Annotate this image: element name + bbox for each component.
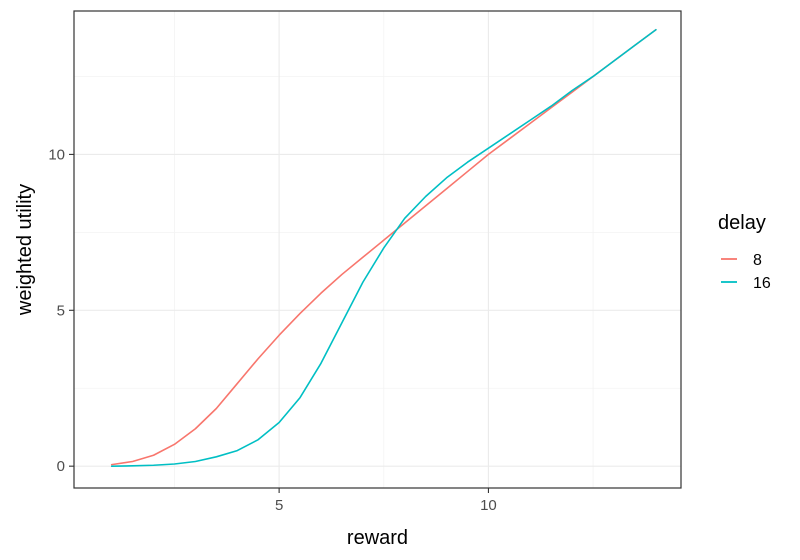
legend-item-delay-8: 8 [721,252,762,269]
y-tick-label: 5 [57,302,65,319]
y-tick-label: 0 [57,458,65,475]
y-tick-label: 10 [48,146,65,163]
legend-title: delay [718,212,766,234]
legend-item-delay-16: 16 [721,275,771,292]
x-axis-title: reward [347,527,408,549]
legend-items: 816 [721,252,771,292]
grid [74,11,681,488]
series-line-delay-8 [110,28,657,466]
legend-label: 8 [753,252,762,269]
legend: delay 816 [718,212,771,292]
x-tick-label: 10 [480,497,497,514]
legend-label: 16 [753,275,771,292]
y-axis-title: weighted utility [14,184,36,316]
plot-panel-border [73,10,682,489]
series-line-delay-16 [110,28,657,467]
plot-series [110,28,657,467]
x-tick-label: 5 [275,497,283,514]
axes: 5 10 0 5 10 [48,146,496,514]
